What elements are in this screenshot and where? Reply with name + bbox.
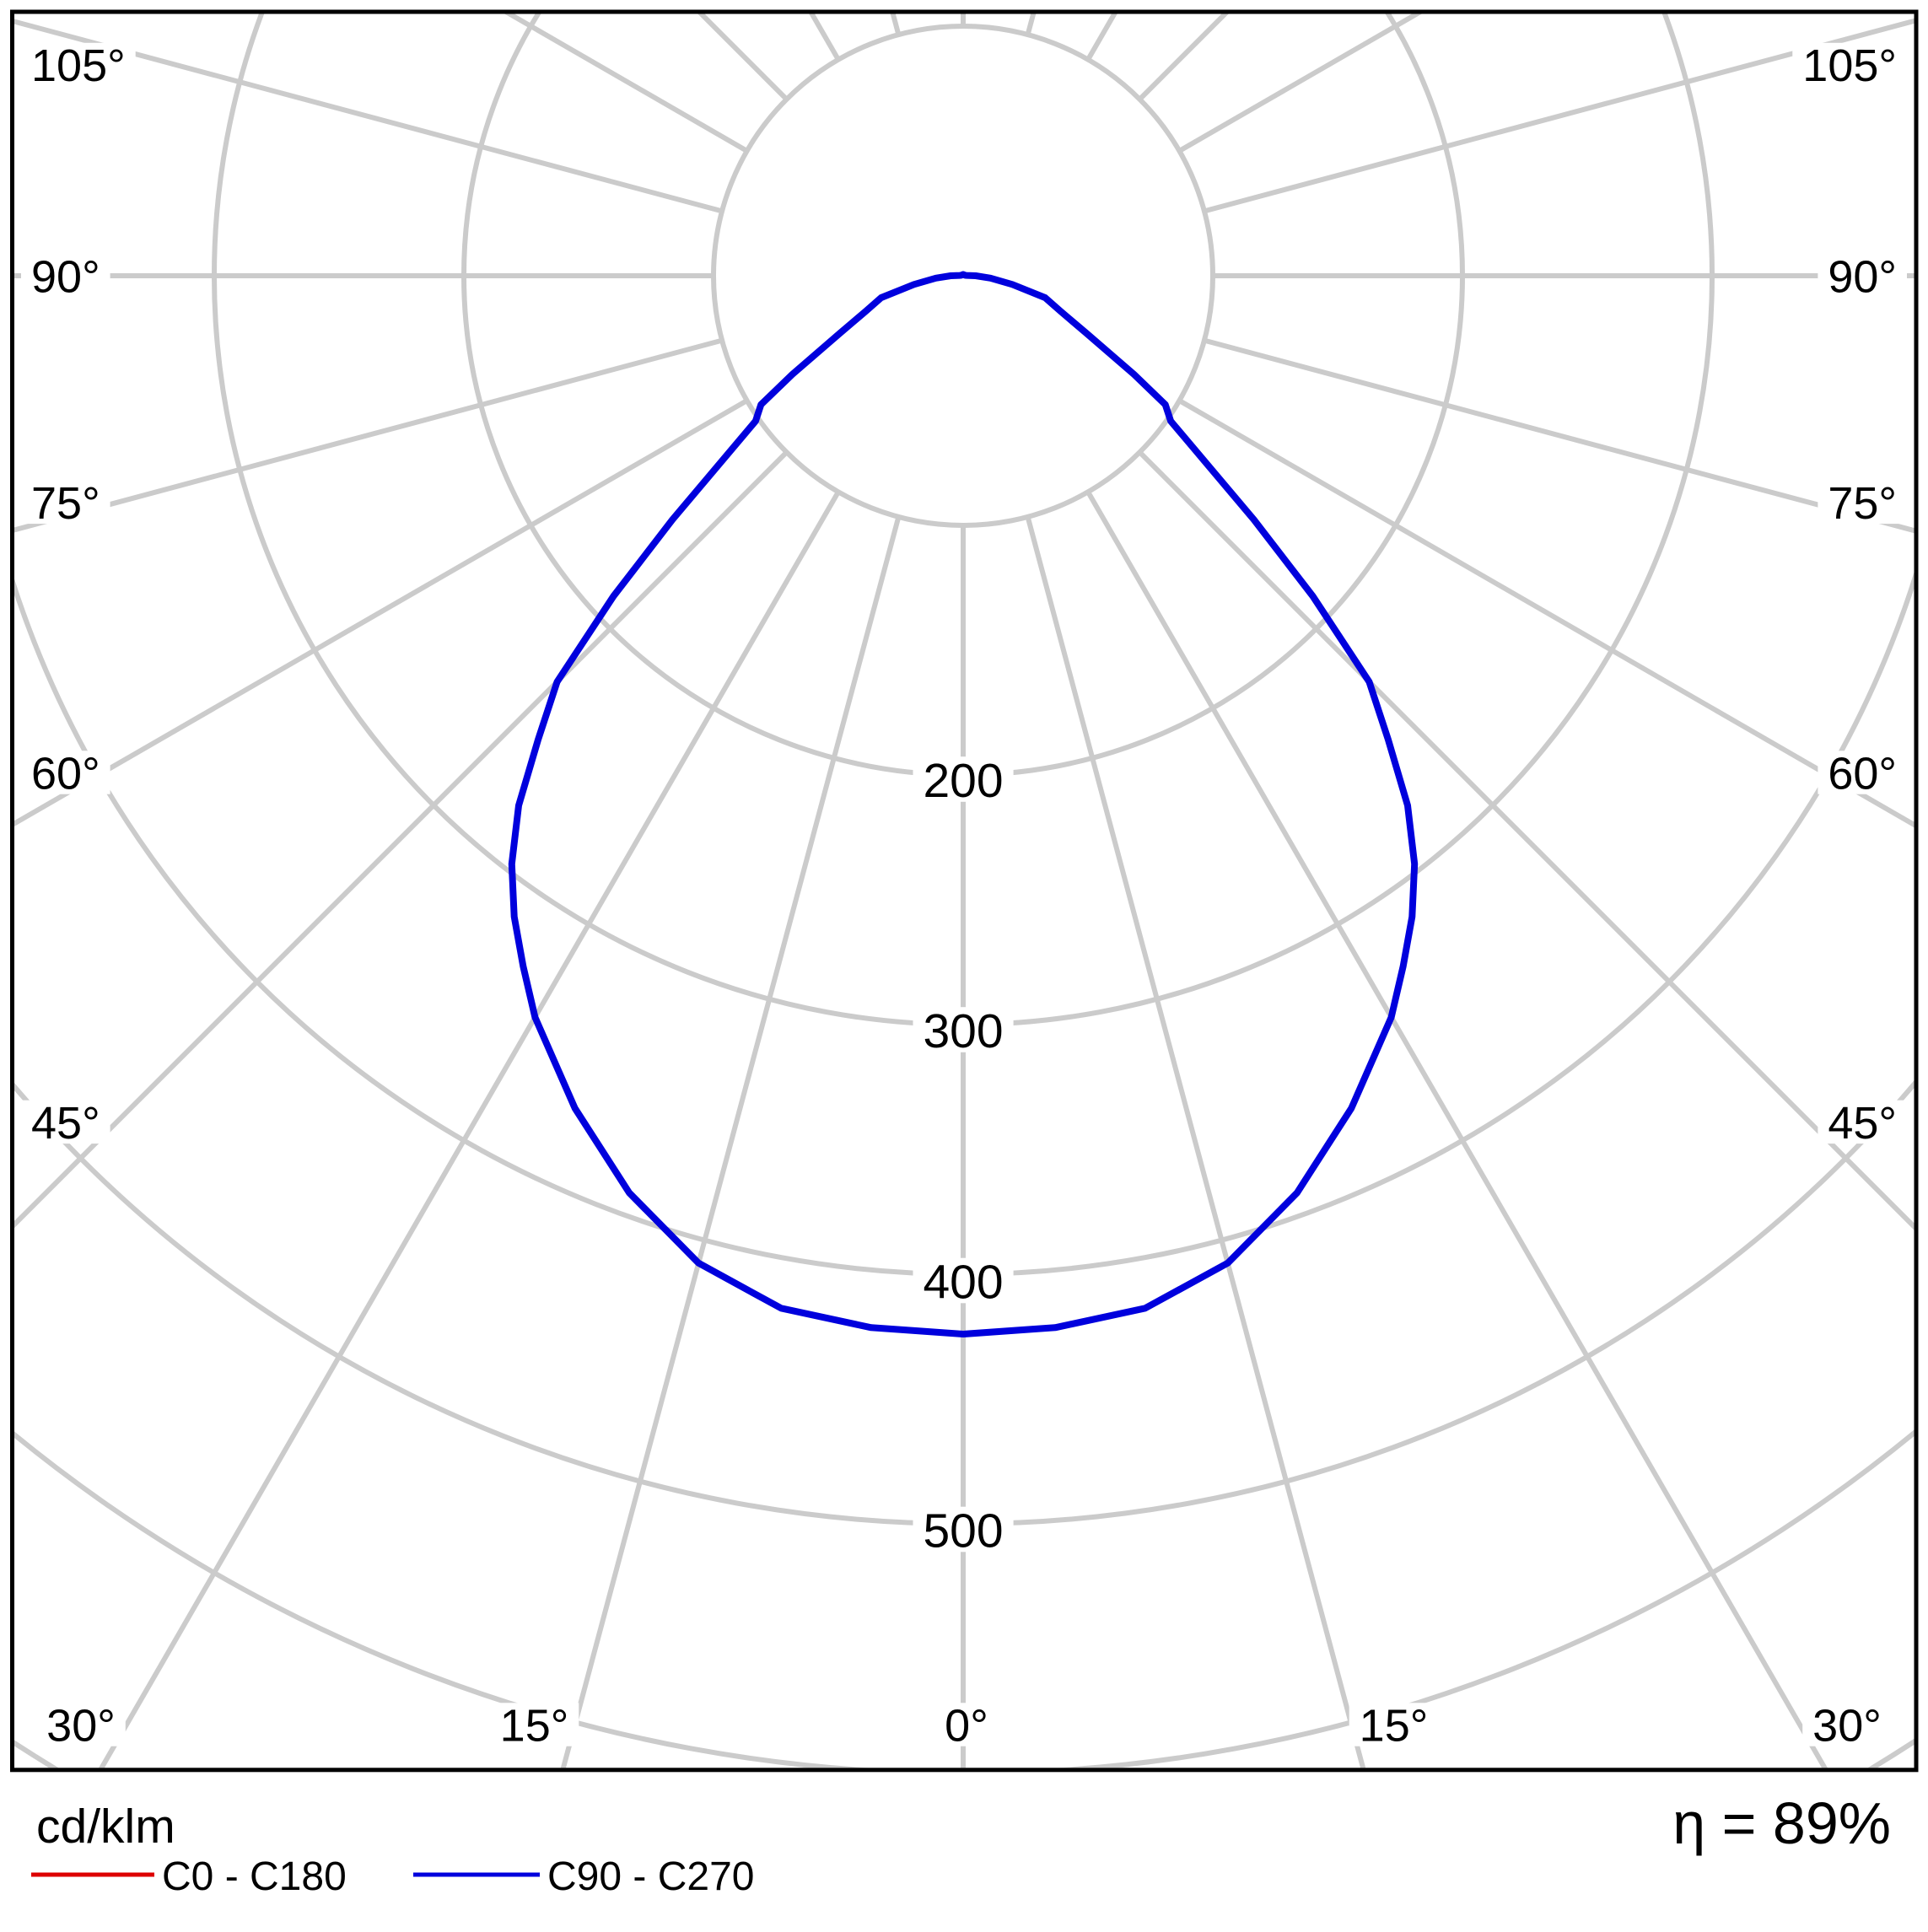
- svg-text:105°: 105°: [31, 40, 126, 91]
- svg-text:500: 500: [923, 1504, 1003, 1558]
- svg-text:C90 - C270: C90 - C270: [547, 1854, 754, 1899]
- svg-text:60°: 60°: [1828, 749, 1897, 799]
- svg-text:105°: 105°: [1802, 40, 1897, 91]
- svg-text:200: 200: [923, 754, 1003, 808]
- svg-text:15°: 15°: [1360, 1701, 1429, 1752]
- svg-text:C0 - C180: C0 - C180: [162, 1854, 347, 1899]
- svg-text:60°: 60°: [31, 749, 100, 799]
- svg-text:30°: 30°: [46, 1701, 116, 1752]
- svg-text:45°: 45°: [31, 1098, 100, 1149]
- svg-text:75°: 75°: [31, 478, 100, 529]
- svg-text:15°: 15°: [500, 1701, 569, 1752]
- svg-text:300: 300: [923, 1004, 1003, 1058]
- svg-text:η = 89%: η = 89%: [1672, 1790, 1891, 1856]
- svg-text:45°: 45°: [1828, 1098, 1897, 1149]
- svg-text:30°: 30°: [1812, 1701, 1882, 1752]
- svg-text:0°: 0°: [945, 1701, 988, 1752]
- svg-text:cd/klm: cd/klm: [36, 1800, 175, 1854]
- svg-text:75°: 75°: [1828, 478, 1897, 529]
- svg-text:90°: 90°: [1828, 252, 1897, 303]
- svg-text:90°: 90°: [31, 252, 100, 303]
- svg-text:400: 400: [923, 1255, 1003, 1309]
